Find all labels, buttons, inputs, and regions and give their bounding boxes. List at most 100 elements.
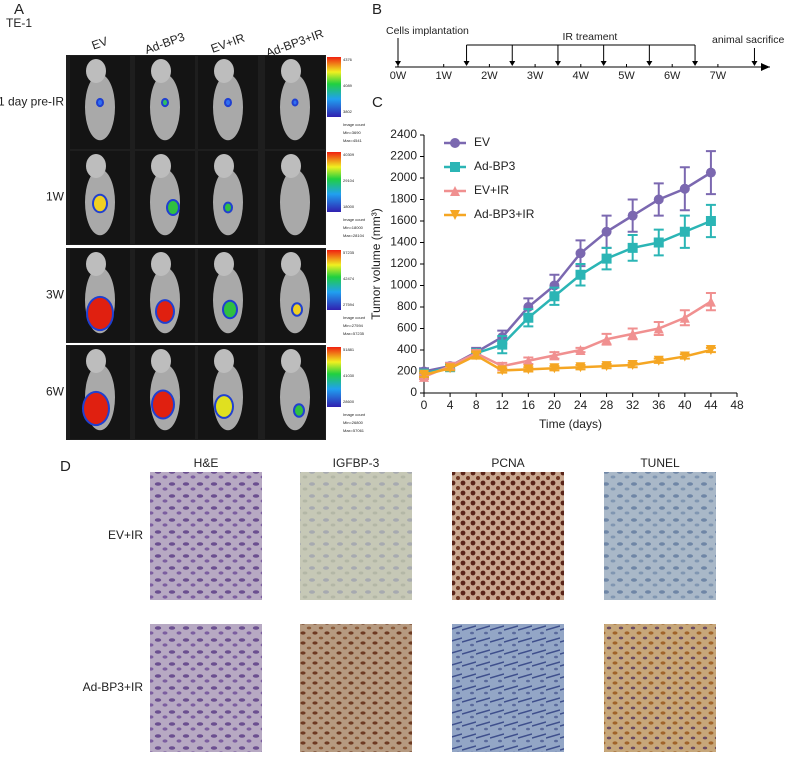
color-scale xyxy=(327,347,341,407)
x-tick-label: 40 xyxy=(678,398,692,412)
marker xyxy=(549,363,560,374)
mouse-head xyxy=(214,59,234,83)
signal xyxy=(293,100,297,105)
mouse-body xyxy=(280,364,310,431)
mouse-head xyxy=(151,59,171,83)
marker xyxy=(497,365,508,376)
scale-tick: 27594 xyxy=(343,302,355,307)
signal xyxy=(295,405,303,416)
week-label: 3W xyxy=(527,70,544,82)
signal xyxy=(226,99,230,106)
scale-tick: 41030 xyxy=(343,373,355,378)
mouse-body xyxy=(150,74,180,141)
marker xyxy=(653,355,664,366)
marker xyxy=(419,369,429,380)
marker xyxy=(523,312,534,323)
signal xyxy=(94,195,106,212)
marker xyxy=(627,242,638,253)
marker xyxy=(627,360,638,371)
marker xyxy=(523,355,534,366)
y-tick-label: 800 xyxy=(397,299,417,313)
marker xyxy=(523,364,534,375)
micrograph xyxy=(300,624,412,752)
scale-tick: 28600 xyxy=(343,399,355,404)
signal xyxy=(153,391,173,418)
y-tick-label: 1400 xyxy=(390,235,417,249)
marker xyxy=(471,350,482,361)
scale-title: Image count xyxy=(343,122,366,127)
row-label: 1W xyxy=(46,190,65,204)
signal xyxy=(224,301,236,318)
x-tick-label: 16 xyxy=(522,398,536,412)
column-label: H&E xyxy=(194,456,219,470)
color-scale xyxy=(327,57,341,117)
mouse-head xyxy=(281,154,301,178)
signal xyxy=(225,203,231,212)
week-label: 5W xyxy=(618,70,635,82)
x-tick-label: 20 xyxy=(548,398,562,412)
marker xyxy=(705,216,716,226)
scale-min: Min=18000 xyxy=(343,225,364,230)
legend-marker xyxy=(450,162,460,172)
arrow-head xyxy=(751,61,758,66)
signal xyxy=(293,304,301,315)
x-tick-label: 24 xyxy=(574,398,588,412)
x-tick-label: 44 xyxy=(704,398,718,412)
mouse-head xyxy=(151,252,171,276)
marker xyxy=(549,291,560,302)
y-tick-label: 0 xyxy=(410,385,417,399)
y-axis-label: Tumor volume (mm³) xyxy=(369,208,383,320)
mouse-head xyxy=(281,252,301,276)
y-tick-label: 2000 xyxy=(390,170,417,184)
cell-line: TE-1 xyxy=(6,16,32,30)
y-tick-label: 2200 xyxy=(390,149,417,163)
scale-max: Max=28104 xyxy=(343,233,365,238)
signal xyxy=(216,396,232,417)
signal xyxy=(157,301,173,322)
y-tick-label: 1800 xyxy=(390,192,417,206)
marker xyxy=(575,248,586,259)
signal xyxy=(168,201,178,214)
scale-title: Image count xyxy=(343,217,366,222)
scale-max: Max=57061 xyxy=(343,428,365,433)
micrograph xyxy=(150,624,262,752)
signal xyxy=(163,99,167,106)
arrow-head xyxy=(463,61,470,66)
scale-min: Min=26800 xyxy=(343,420,364,425)
micrograph xyxy=(604,472,716,600)
scale-title: Image count xyxy=(343,412,366,417)
mouse-head xyxy=(214,252,234,276)
row-label: Ad-BP3+IR xyxy=(83,680,144,694)
scale-tick: 40309 xyxy=(343,152,355,157)
legend-marker xyxy=(450,138,460,148)
x-tick-label: 12 xyxy=(496,398,510,412)
x-axis-label: Time (days) xyxy=(539,417,602,431)
arrow-head xyxy=(395,61,401,66)
legend-marker xyxy=(450,186,460,196)
column-label: EV+IR xyxy=(209,31,247,56)
row-label: 6W xyxy=(46,385,65,399)
series-line xyxy=(423,219,712,375)
week-label: 6W xyxy=(664,70,681,82)
mouse-body xyxy=(280,74,310,141)
scale-tick: 51881 xyxy=(343,347,355,352)
marker xyxy=(705,345,716,355)
marker xyxy=(601,253,612,264)
marker xyxy=(575,345,586,355)
marker xyxy=(549,350,560,361)
scale-bg xyxy=(341,55,363,150)
micrograph xyxy=(452,624,564,752)
scale-bg xyxy=(341,345,363,440)
mouse-head xyxy=(151,154,171,178)
scale-tick: 57235 xyxy=(343,250,355,255)
week-label: 1W xyxy=(435,70,452,82)
scale-min: Min=3690 xyxy=(343,130,361,135)
scale-tick: 3802 xyxy=(343,109,353,114)
row-label: EV+IR xyxy=(108,528,143,542)
marker xyxy=(445,363,456,374)
legend-label: Ad-BP3+IR xyxy=(474,207,535,221)
marker xyxy=(601,361,612,372)
arrow-head xyxy=(600,61,607,66)
micrograph xyxy=(604,624,716,752)
marker xyxy=(575,362,586,373)
